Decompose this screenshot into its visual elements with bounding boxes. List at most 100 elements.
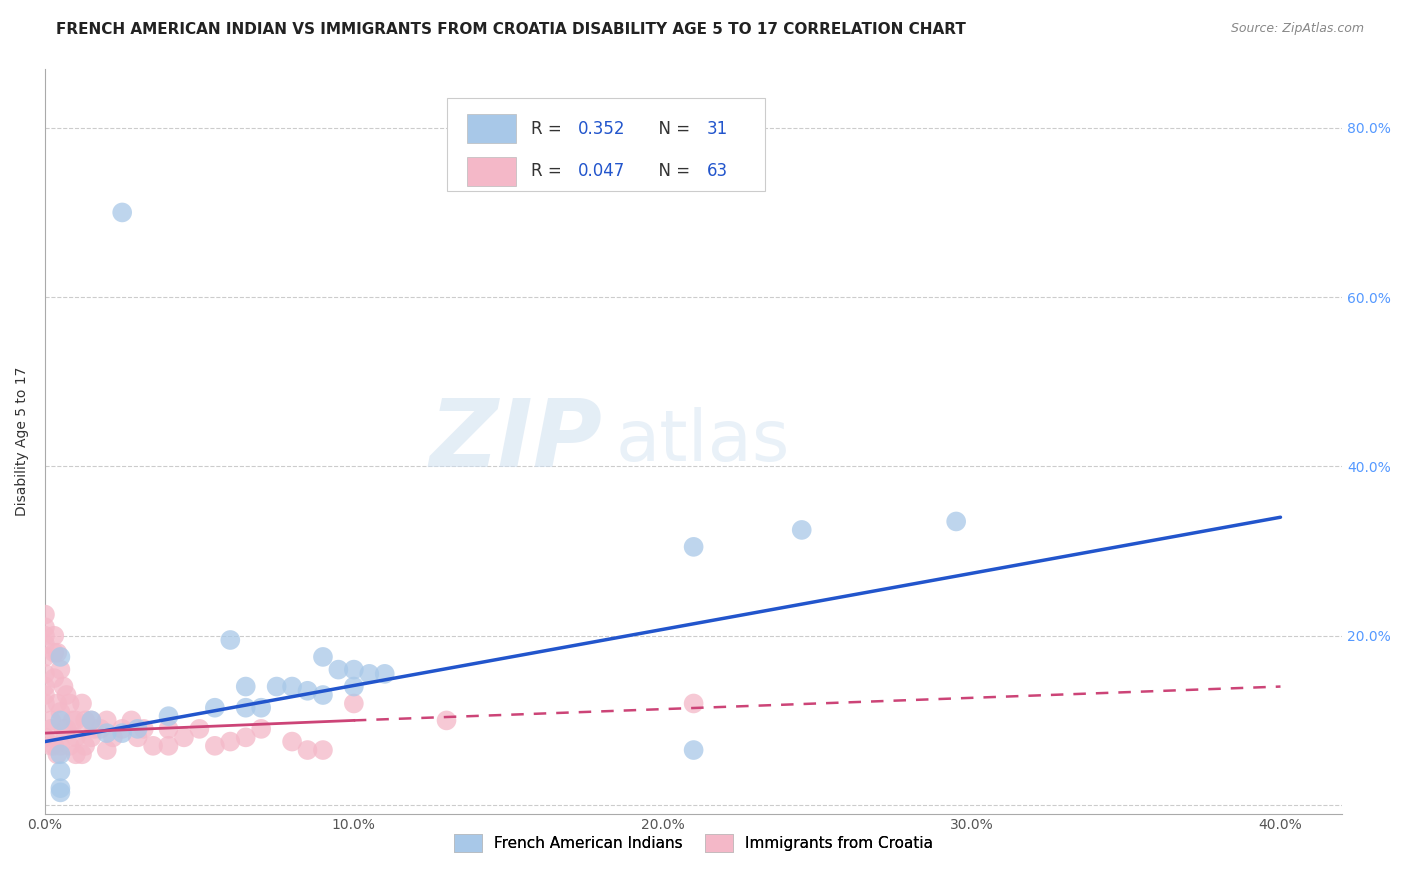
Point (34, 688, 56, 702)
Point (65, 731, 87, 745)
Point (132, 722, 155, 736)
Point (790, 523, 813, 537)
Point (49, 739, 72, 753)
Point (343, 663, 366, 677)
Point (44, 629, 66, 643)
Point (70, 747, 93, 762)
Point (62, 714, 84, 728)
Point (44, 671, 66, 685)
Point (312, 743, 335, 757)
Point (157, 722, 180, 736)
Point (39, 714, 62, 728)
Point (120, 714, 142, 728)
Point (250, 722, 273, 736)
Point (682, 743, 704, 757)
Point (235, 731, 257, 745)
Point (204, 700, 226, 714)
Point (49, 781, 72, 796)
Point (297, 743, 319, 757)
Point (111, 726, 134, 740)
Point (49, 764, 72, 779)
Point (343, 680, 366, 694)
Point (52, 722, 75, 736)
Point (328, 663, 350, 677)
Point (55, 722, 77, 736)
Point (52, 680, 75, 694)
Point (34, 680, 56, 694)
Point (49, 649, 72, 664)
Point (235, 680, 257, 694)
Text: 63: 63 (707, 162, 728, 180)
Point (34, 649, 56, 664)
Point (49, 714, 72, 728)
Text: ZIP: ZIP (430, 395, 603, 487)
Point (101, 731, 124, 745)
Point (44, 646, 66, 660)
Point (46, 697, 69, 711)
Point (80, 714, 103, 728)
Point (55, 688, 77, 702)
FancyBboxPatch shape (447, 98, 765, 192)
Point (173, 731, 195, 745)
Point (235, 700, 257, 714)
Point (111, 722, 134, 736)
Point (682, 697, 704, 711)
Point (34, 629, 56, 643)
Text: atlas: atlas (616, 407, 790, 475)
Point (281, 680, 304, 694)
Point (157, 709, 180, 723)
Point (49, 747, 72, 762)
Point (142, 739, 165, 753)
Point (250, 700, 273, 714)
Point (157, 739, 180, 753)
Point (46, 646, 69, 660)
FancyBboxPatch shape (467, 157, 516, 186)
Point (39, 722, 62, 736)
Y-axis label: Disability Age 5 to 17: Disability Age 5 to 17 (15, 367, 30, 516)
Point (75, 739, 97, 753)
Point (436, 714, 458, 728)
Point (49, 663, 72, 677)
Point (59, 697, 82, 711)
Point (312, 688, 335, 702)
Point (34, 637, 56, 651)
Point (281, 734, 304, 748)
Point (219, 734, 242, 748)
Point (297, 683, 319, 698)
Point (80, 731, 103, 745)
Point (46, 747, 69, 762)
Point (96, 726, 118, 740)
Point (204, 739, 226, 753)
Point (127, 731, 149, 745)
Legend: French American Indians, Immigrants from Croatia: French American Indians, Immigrants from… (449, 828, 939, 858)
FancyBboxPatch shape (467, 114, 516, 143)
Point (127, 722, 149, 736)
Text: 31: 31 (707, 120, 728, 137)
Point (83, 722, 105, 736)
Point (44, 739, 66, 753)
Text: N =: N = (648, 120, 696, 137)
Text: R =: R = (531, 120, 568, 137)
Point (96, 743, 118, 757)
Point (34, 620, 56, 634)
Point (219, 632, 242, 647)
Point (34, 607, 56, 622)
Point (945, 515, 967, 529)
Text: Source: ZipAtlas.com: Source: ZipAtlas.com (1230, 22, 1364, 36)
Point (39, 739, 62, 753)
Text: FRENCH AMERICAN INDIAN VS IMMIGRANTS FROM CROATIA DISABILITY AGE 5 TO 17 CORRELA: FRENCH AMERICAN INDIAN VS IMMIGRANTS FRO… (56, 22, 966, 37)
Point (49, 785, 72, 799)
Point (80, 714, 103, 728)
Text: R =: R = (531, 162, 568, 180)
Point (374, 666, 396, 681)
Point (111, 205, 134, 219)
Text: 0.352: 0.352 (578, 120, 626, 137)
Point (90, 722, 112, 736)
Point (34, 731, 56, 745)
Point (188, 722, 211, 736)
Point (682, 540, 704, 554)
Point (343, 697, 366, 711)
Point (65, 747, 87, 762)
Point (96, 714, 118, 728)
Point (65, 714, 87, 728)
